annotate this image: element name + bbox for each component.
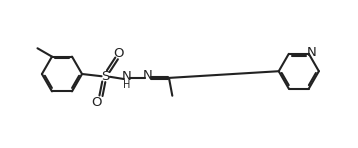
Text: N: N: [122, 70, 131, 83]
Text: O: O: [91, 96, 102, 109]
Text: N: N: [307, 46, 316, 59]
Text: H: H: [124, 80, 131, 90]
Text: O: O: [113, 47, 124, 60]
Text: S: S: [101, 70, 110, 83]
Text: N: N: [143, 69, 153, 82]
